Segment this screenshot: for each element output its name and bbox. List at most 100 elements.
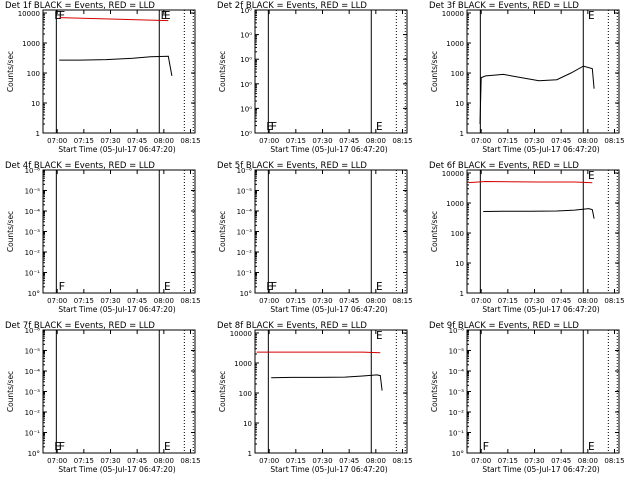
y-tick-label: 10⁻⁵	[25, 348, 41, 356]
event-marker: E	[376, 120, 383, 133]
event-marker: E	[54, 9, 61, 22]
x-tick-label: 07:00	[471, 137, 491, 145]
x-tick-label: 07:15	[286, 137, 306, 145]
y-tick-label: 10⁰	[240, 81, 252, 89]
panel-title: Det 9f BLACK = Events, RED = LLD	[429, 321, 579, 331]
y-tick-label: 10⁰	[240, 105, 252, 113]
x-tick-label: 08:15	[604, 137, 624, 145]
plot-frame	[466, 329, 620, 454]
event-marker: E	[376, 280, 383, 293]
plot-frame	[42, 169, 196, 294]
panel-title: Det 7f BLACK = Events, RED = LLD	[5, 321, 155, 331]
x-tick-label: 07:15	[498, 297, 518, 305]
y-tick-label: 10⁻³	[25, 229, 41, 237]
x-axis-label: Start Time (05-Jul-17 06:47:20)	[270, 465, 387, 474]
x-tick-label: 07:45	[127, 137, 147, 145]
x-tick-label: 08:15	[604, 297, 624, 305]
y-tick-label: 10⁻³	[237, 229, 253, 237]
y-tick-label: 10⁻⁴	[25, 368, 41, 376]
plot-frame	[254, 169, 408, 294]
x-tick-label: 07:15	[286, 457, 306, 465]
x-tick-label: 08:15	[392, 297, 412, 305]
panel-5: Det 5f BLACK = Events, RED = LLD 10° 10⁻¹ 1…	[217, 161, 413, 314]
x-axis-label: Start Time (05-Jul-17 06:47:20)	[270, 305, 387, 314]
event-marker: E	[164, 280, 171, 293]
panel-3: Det 3f BLACK = Events, RED = LLD 1 10 100 10…	[429, 1, 625, 154]
y-tick-label: 10⁻²	[25, 249, 41, 257]
plot-frame	[42, 329, 196, 454]
panel-title: Det 4f BLACK = Events, RED = LLD	[5, 161, 155, 171]
y-tick-label: 10	[243, 420, 252, 428]
y-tick-label: 10⁻¹	[25, 270, 41, 278]
panel-2: Det 2f BLACK = Events, RED = LLD10⁰10⁰10…	[217, 1, 413, 154]
x-tick-label: 07:00	[259, 457, 279, 465]
y-axis-label: Counts/sec	[218, 371, 227, 412]
event-marker: E	[266, 280, 273, 293]
x-tick-label: 07:45	[551, 137, 571, 145]
x-axis-label: Start Time (05-Jul-17 06:47:20)	[58, 465, 175, 474]
x-tick-label: 07:30	[524, 297, 544, 305]
y-tick-label: 10⁻⁵	[25, 188, 41, 196]
y-tick-label: 1	[248, 450, 252, 458]
y-tick-label: 10	[31, 100, 40, 108]
x-tick-label: 08:15	[180, 457, 200, 465]
x-tick-label: 08:15	[604, 457, 624, 465]
x-tick-label: 07:45	[339, 457, 359, 465]
x-tick-label: 08:00	[578, 297, 598, 305]
y-tick-label: 10°	[452, 450, 464, 458]
x-tick-label: 07:30	[524, 457, 544, 465]
y-tick-label: 100	[239, 390, 252, 398]
event-marker: E	[376, 329, 383, 342]
event-marker: E	[164, 9, 171, 22]
x-tick-label: 07:30	[100, 137, 120, 145]
y-tick-label: 10⁻¹	[25, 430, 41, 438]
y-tick-label: 10⁻²	[449, 409, 465, 417]
y-tick-label: 10⁻⁶	[237, 167, 253, 175]
panel-1: Det 1f BLACK = Events, RED = LLD 1 10 100 10…	[5, 1, 201, 154]
x-tick-label: 07:15	[498, 457, 518, 465]
y-axis-label: Counts/sec	[6, 371, 15, 412]
y-tick-label: 10	[455, 260, 464, 268]
plot-frame	[466, 169, 620, 294]
event-marker: F	[59, 280, 66, 293]
event-marker: F	[59, 9, 66, 22]
x-tick-label: 07:30	[100, 297, 120, 305]
y-tick-label: 1	[460, 130, 464, 138]
panel-title: Det 3f BLACK = Events, RED = LLD	[429, 1, 579, 11]
panel-6: Det 6f BLACK = Events, RED = LLD 1 10 100 10…	[429, 161, 625, 314]
x-axis-label: Start Time (05-Jul-17 06:47:20)	[58, 145, 175, 154]
event-marker: E	[588, 440, 595, 453]
x-tick-label: 07:45	[339, 297, 359, 305]
y-tick-label: 10⁻¹	[449, 430, 465, 438]
x-tick-label: 07:30	[312, 137, 332, 145]
y-tick-label: 10⁰	[240, 56, 252, 64]
y-tick-label: 10⁻⁴	[237, 208, 253, 216]
y-tick-label: 10°	[28, 290, 40, 298]
panel-title: Det 6f BLACK = Events, RED = LLD	[429, 161, 579, 171]
y-axis-label: Counts/sec	[6, 51, 15, 92]
events-series-line	[479, 65, 595, 125]
y-tick-label: 10°	[28, 450, 40, 458]
y-axis-label: Counts/sec	[430, 51, 439, 92]
plot-frame	[466, 9, 620, 134]
x-tick-label: 07:15	[286, 297, 306, 305]
y-tick-label: 10⁰	[240, 7, 252, 15]
x-tick-label: 08:00	[578, 137, 598, 145]
x-axis-label: Start Time (05-Jul-17 06:47:20)	[482, 465, 599, 474]
x-tick-label: 07:45	[127, 457, 147, 465]
panel-title: Det 1f BLACK = Events, RED = LLD	[5, 1, 155, 11]
y-tick-label: 10⁻⁶	[25, 327, 41, 335]
plot-frame	[254, 329, 408, 454]
event-marker: F	[483, 440, 490, 453]
events-series-line	[483, 208, 595, 219]
y-tick-label: 10⁰	[240, 32, 252, 40]
x-tick-label: 08:00	[154, 137, 174, 145]
x-tick-label: 07:15	[74, 297, 94, 305]
y-axis-label: Counts/sec	[218, 211, 227, 252]
y-tick-label: 10	[455, 100, 464, 108]
x-axis-label: Start Time (05-Jul-17 06:47:20)	[482, 305, 599, 314]
x-tick-label: 07:15	[74, 457, 94, 465]
x-axis-label: Start Time (05-Jul-17 06:47:20)	[482, 145, 599, 154]
x-tick-label: 07:30	[312, 297, 332, 305]
panel-8: Det 8f BLACK = Events, RED = LLD 1 10 100 10…	[217, 321, 413, 474]
